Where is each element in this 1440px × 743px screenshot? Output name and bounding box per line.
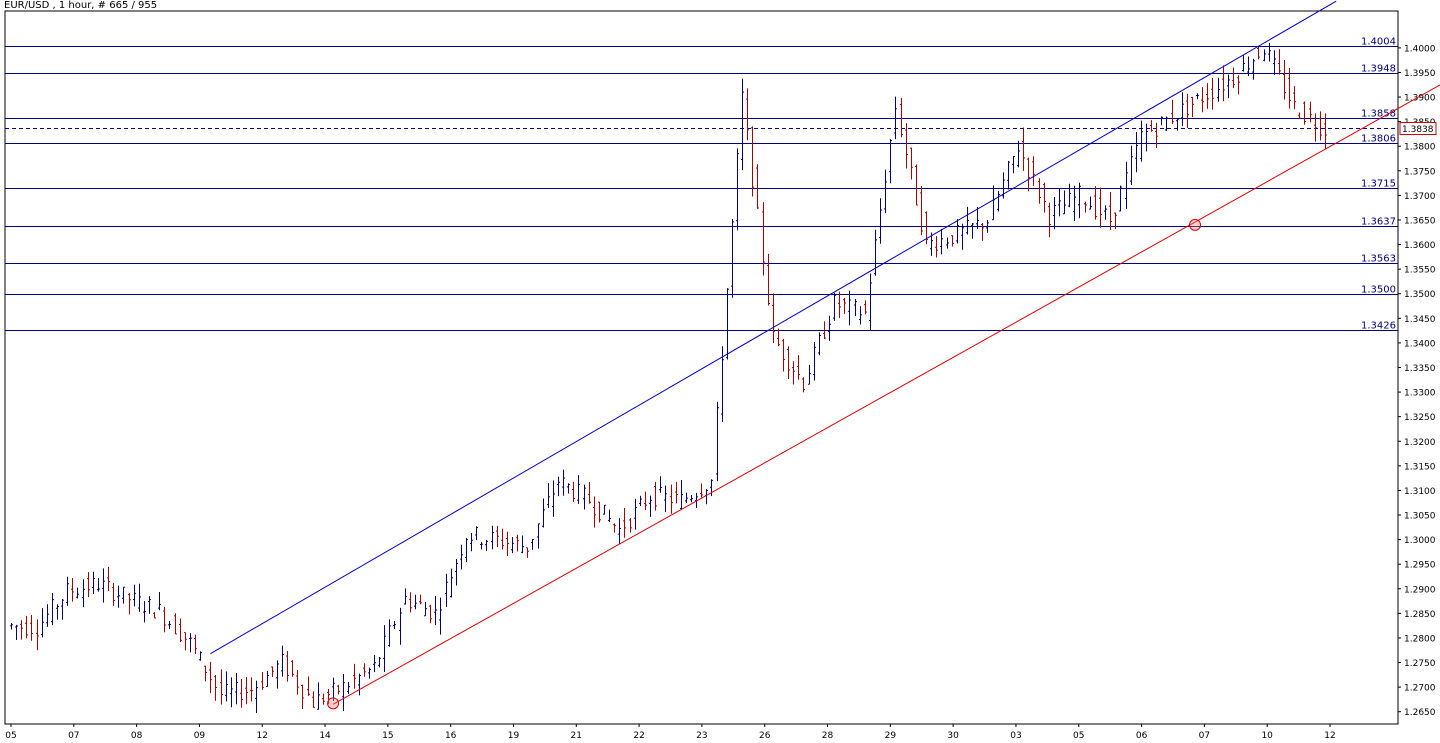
date-tick-label: 15 (382, 731, 393, 741)
date-tick-label: 29 (885, 731, 897, 741)
date-tick-label: 06 (1136, 731, 1148, 741)
date-tick-label: 21 (571, 731, 582, 741)
price-tick-label: 1.2750 (1404, 659, 1436, 669)
level-label: 1.3500 (1361, 285, 1396, 296)
date-tick-label: 10 (1261, 731, 1273, 741)
current-price-box (1399, 122, 1437, 135)
price-tick-label: 1.3650 (1404, 216, 1436, 226)
date-tick-label: 05 (1073, 731, 1084, 741)
pivot-marker (1189, 218, 1202, 231)
price-tick-label: 1.3800 (1404, 143, 1436, 153)
upper-channel-line (210, 0, 1337, 655)
date-tick-label: 09 (194, 731, 206, 741)
level-label: 1.3948 (1361, 64, 1396, 75)
price-tick-label: 1.2950 (1404, 561, 1436, 571)
price-tick-label: 1.3300 (1404, 389, 1436, 399)
date-tick-label: 16 (445, 731, 457, 741)
price-tick-label: 1.3000 (1404, 536, 1436, 546)
price-tick-label: 1.2800 (1404, 634, 1436, 644)
date-tick-label: 14 (319, 731, 331, 741)
price-tick-label: 1.3950 (1404, 69, 1436, 79)
horizontal-levels: 1.4004 1.3948 1.3858 1.3806 1.3715 1.3637 1.35… (5, 37, 1398, 332)
price-axis: 1.40001.39501.39001.38501.38001.37501.37… (1398, 44, 1436, 718)
price-tick-label: 1.3450 (1404, 315, 1436, 325)
level-label: 1.3858 (1361, 109, 1396, 120)
level-label: 1.4004 (1361, 37, 1396, 48)
date-tick-label: 26 (759, 731, 771, 741)
price-tick-label: 1.3150 (1404, 462, 1436, 472)
date-tick-label: 19 (508, 731, 520, 741)
price-tick-label: 1.4000 (1404, 44, 1436, 54)
level-label: 1.3637 (1361, 217, 1396, 228)
price-tick-label: 1.3500 (1404, 290, 1436, 300)
date-tick-label: 12 (1324, 731, 1335, 741)
pivot-marker (327, 697, 340, 710)
level-label: 1.3426 (1361, 321, 1396, 332)
date-tick-label: 05 (5, 731, 16, 741)
date-tick-label: 12 (257, 731, 268, 741)
price-tick-label: 1.3400 (1404, 339, 1436, 349)
date-axis: 05 07 08 09 12 14 15 16 19 21 22 23 26 28 29 30 03 05 06 07… (5, 724, 1336, 741)
price-tick-label: 1.3900 (1404, 94, 1436, 104)
price-tick-label: 1.3750 (1404, 167, 1436, 177)
price-tick-label: 1.3100 (1404, 487, 1436, 497)
price-tick-label: 1.2850 (1404, 610, 1436, 620)
plot-frame (4, 10, 1399, 725)
date-tick-label: 07 (68, 731, 79, 741)
price-tick-label: 1.3700 (1404, 192, 1436, 202)
price-tick-label: 1.3250 (1404, 413, 1436, 423)
date-tick-label: 28 (822, 731, 834, 741)
price-tick-label: 1.2700 (1404, 684, 1436, 694)
price-tick-label: 1.3600 (1404, 241, 1436, 251)
chart-title: EUR/USD , 1 hour, # 665 / 955 (4, 0, 158, 11)
level-label: 1.3715 (1361, 179, 1396, 190)
current-price-label: 1.3838 (1402, 125, 1434, 135)
price-tick-label: 1.2650 (1404, 708, 1436, 718)
date-tick-label: 03 (1010, 731, 1021, 741)
price-bars (10, 42, 1327, 714)
price-tick-label: 1.3550 (1404, 266, 1436, 276)
price-tick-label: 1.2900 (1404, 585, 1436, 595)
price-tick-label: 1.3050 (1404, 512, 1436, 522)
price-tick-label: 1.3350 (1404, 364, 1436, 374)
lower-channel-line (332, 84, 1440, 705)
date-tick-label: 30 (947, 731, 959, 741)
date-tick-label: 07 (1199, 731, 1210, 741)
price-tick-label: 1.3200 (1404, 438, 1436, 448)
date-tick-label: 23 (696, 731, 707, 741)
date-tick-label: 08 (131, 731, 143, 741)
level-label: 1.3806 (1361, 134, 1396, 145)
level-label: 1.3563 (1361, 254, 1396, 265)
date-tick-label: 22 (633, 731, 644, 741)
